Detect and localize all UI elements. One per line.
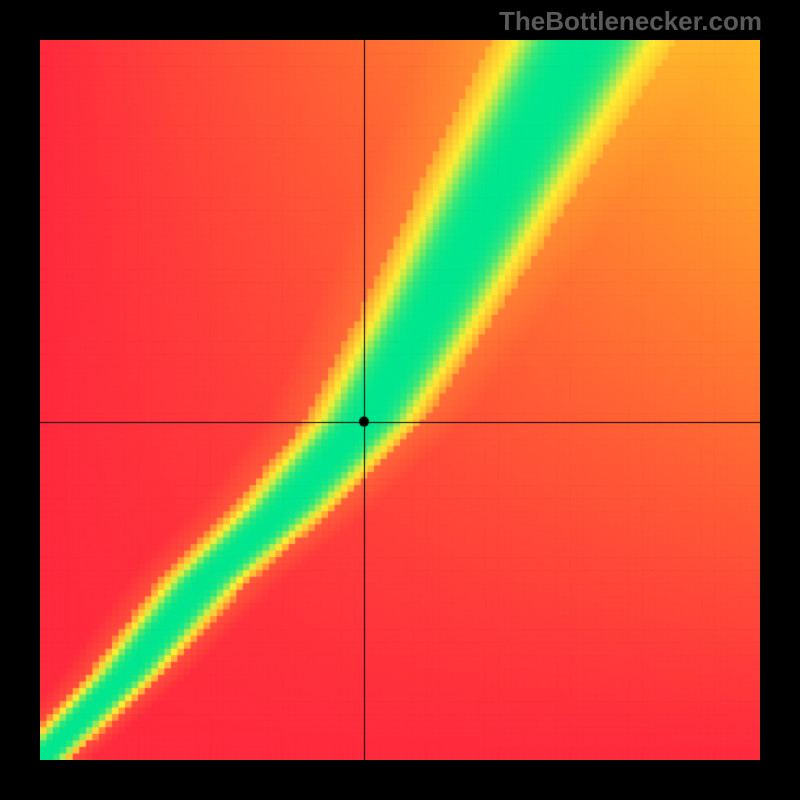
- bottleneck-heatmap: [40, 40, 760, 760]
- chart-container: { "chart": { "type": "heatmap", "canvas_…: [0, 0, 800, 800]
- watermark-text: TheBottlenecker.com: [499, 6, 762, 37]
